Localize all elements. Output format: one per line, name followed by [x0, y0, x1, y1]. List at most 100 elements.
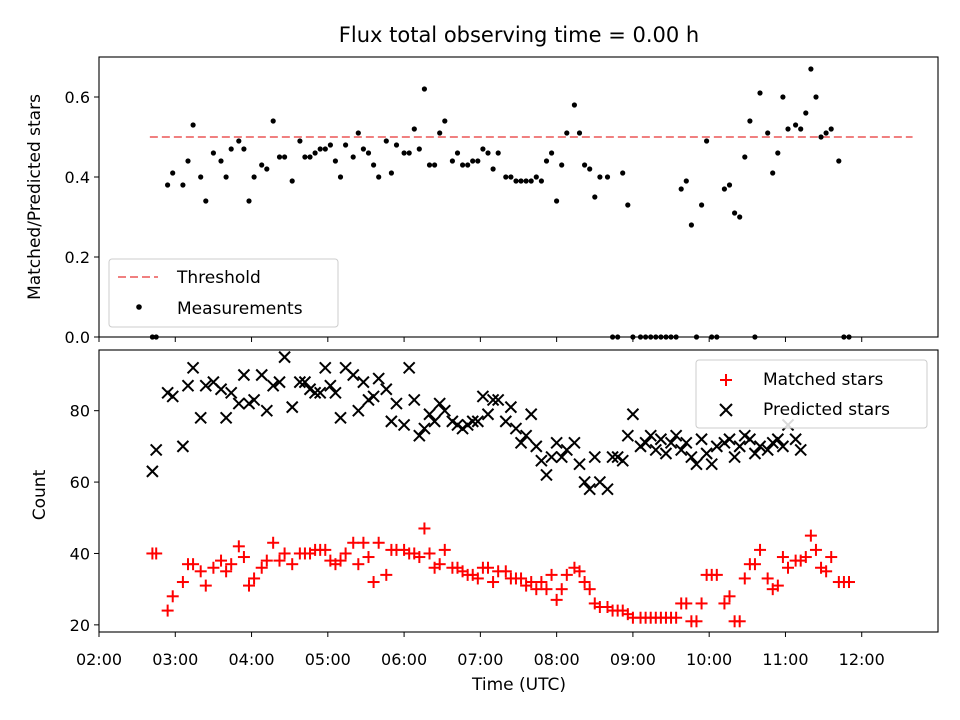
- predicted-point: [695, 433, 708, 446]
- measurement-point: [528, 178, 534, 184]
- y-tick-label: 0.0: [65, 328, 90, 347]
- predicted-point: [214, 383, 228, 396]
- predicted-point: [438, 404, 451, 417]
- matched-point: [255, 561, 268, 574]
- measurement-point: [793, 122, 799, 128]
- predicted-point: [466, 415, 479, 428]
- matched-point: [545, 568, 558, 581]
- predicted-point: [352, 404, 365, 417]
- matched-point: [237, 551, 250, 564]
- predicted-point: [680, 436, 693, 450]
- matched-point: [710, 568, 723, 581]
- measurement-point: [449, 158, 455, 164]
- predicted-point: [329, 386, 342, 400]
- measurement-point: [798, 126, 804, 132]
- measurement-point: [307, 154, 313, 160]
- measurement-point: [297, 138, 303, 144]
- x-axis-label: Time (UTC): [471, 675, 566, 695]
- matched-point: [438, 543, 451, 556]
- measurement-point: [388, 170, 394, 176]
- measurement-point: [180, 182, 186, 188]
- matched-point: [680, 597, 693, 610]
- y-tick-label: 20: [70, 616, 90, 635]
- top-x-ticks: [98, 337, 863, 342]
- predicted-point: [481, 408, 495, 421]
- matched-point: [215, 554, 228, 567]
- predicted-point: [372, 372, 385, 385]
- matched-point: [232, 540, 245, 553]
- bottom-x-axis: 02:00 03:00 04:00 05:00 06:00 07:00 08:00 09:00…: [76, 632, 885, 669]
- x-tick-label: 06:00: [381, 650, 427, 669]
- y-tick-label: 60: [70, 473, 90, 492]
- measurement-point: [813, 94, 819, 100]
- measurement-point: [597, 174, 603, 180]
- measurement-point: [454, 150, 461, 156]
- predicted-point: [357, 375, 370, 389]
- measurement-point: [376, 174, 382, 180]
- measurement-point: [355, 130, 361, 136]
- measurement-point: [732, 210, 738, 216]
- measurement-point: [523, 178, 529, 184]
- measurement-point: [678, 186, 684, 192]
- x-tick-label: 02:00: [76, 650, 122, 669]
- predicted-point: [514, 436, 528, 450]
- predicted-point: [266, 379, 280, 392]
- measurement-point: [683, 178, 689, 184]
- matched-point: [187, 558, 200, 571]
- predicted-point: [308, 386, 322, 400]
- matched-point: [150, 547, 163, 560]
- predicted-point: [705, 458, 718, 471]
- measurement-point: [485, 150, 491, 156]
- measurement-point: [246, 198, 252, 204]
- predicted-point: [690, 458, 703, 471]
- measurement-point: [337, 174, 344, 180]
- predicted-point: [733, 440, 746, 453]
- top-marks: [149, 66, 913, 340]
- matched-point: [761, 572, 774, 585]
- matched-point: [550, 593, 563, 606]
- matched-point: [166, 590, 179, 603]
- measurement-point: [360, 146, 366, 152]
- matched-point: [583, 583, 596, 596]
- measurement-point: [332, 158, 338, 164]
- predicted-point: [319, 361, 332, 375]
- matched-point: [347, 536, 360, 549]
- predicted-point: [199, 379, 212, 392]
- top-legend: Threshold Measurements: [108, 258, 339, 328]
- predicted-point: [644, 429, 657, 442]
- measurement-point: [518, 178, 524, 184]
- matched-point: [718, 597, 731, 610]
- predicted-point: [519, 429, 533, 442]
- predicted-point: [710, 440, 724, 453]
- matched-point: [418, 522, 431, 535]
- measurement-point: [770, 170, 776, 176]
- measurement-point: [251, 174, 257, 180]
- bottom-legend: Matched stars Predicted stars: [695, 359, 928, 429]
- matched-point: [207, 561, 220, 574]
- matched-point: [471, 572, 484, 585]
- matched-point: [525, 576, 538, 589]
- predicted-point: [471, 415, 485, 428]
- predicted-point: [181, 379, 195, 392]
- measurement-point: [704, 138, 710, 144]
- legend-predicted-label: Predicted stars: [763, 400, 890, 420]
- matched-point: [540, 583, 553, 596]
- predicted-point: [509, 422, 523, 435]
- measurement-point: [543, 158, 550, 164]
- predicted-point: [176, 440, 190, 453]
- matched-point: [825, 551, 838, 564]
- matched-point: [530, 583, 543, 596]
- predicted-point: [639, 436, 652, 450]
- matched-point: [776, 551, 789, 564]
- matched-point: [748, 558, 761, 571]
- predicted-point: [789, 433, 802, 446]
- measurement-point: [218, 158, 224, 164]
- matched-point: [423, 547, 436, 560]
- predicted-point: [649, 443, 662, 457]
- x-tick-label: 04:00: [228, 650, 274, 669]
- measurement-point: [495, 150, 501, 156]
- predicted-point: [385, 415, 398, 428]
- matched-point: [339, 547, 352, 560]
- predicted-point: [293, 375, 307, 389]
